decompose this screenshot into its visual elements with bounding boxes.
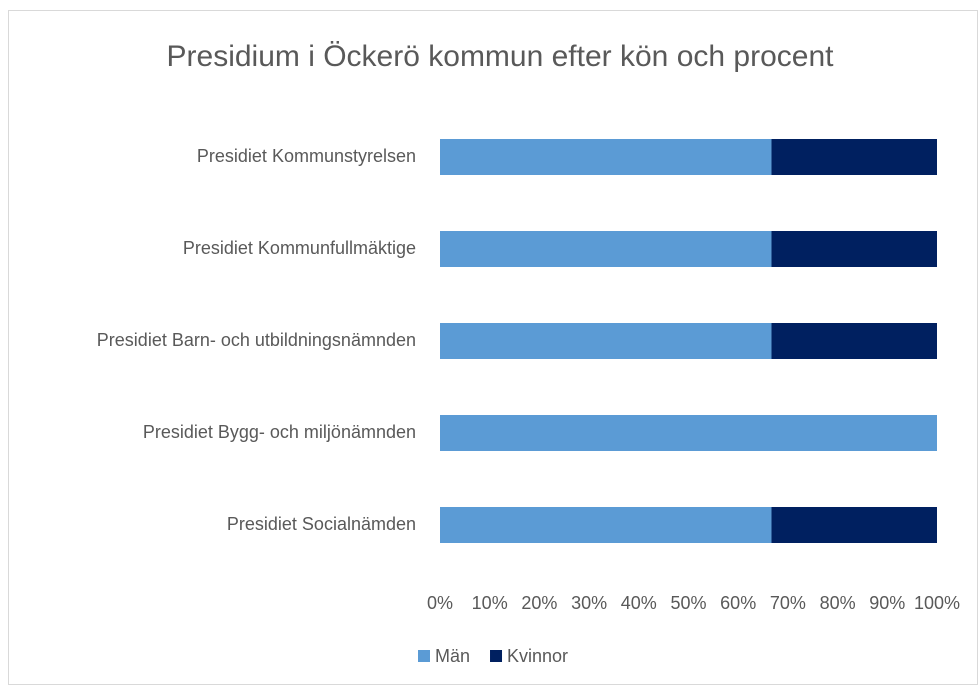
- x-tick-label: 50%: [670, 593, 706, 613]
- x-tick-label: 20%: [521, 593, 557, 613]
- y-tick-label: Presidiet Barn- och utbildningsnämnden: [97, 330, 416, 350]
- x-tick-label: 40%: [621, 593, 657, 613]
- y-tick-label: Presidiet Kommunfullmäktige: [183, 238, 416, 258]
- bar-segment: [440, 507, 772, 543]
- bar-segment: [771, 139, 937, 175]
- x-tick-label: 80%: [820, 593, 856, 613]
- y-tick-label: Presidiet Bygg- och miljönämnden: [143, 422, 416, 442]
- bar-segment: [440, 231, 772, 267]
- x-tick-label: 100%: [914, 593, 960, 613]
- bar-segment: [771, 231, 937, 267]
- x-tick-label: 60%: [720, 593, 756, 613]
- legend-swatch: [490, 650, 503, 662]
- bar-segment: [771, 323, 937, 359]
- bar-segment: [440, 415, 937, 451]
- x-tick-label: 90%: [869, 593, 905, 613]
- x-tick-label: 10%: [472, 593, 508, 613]
- bar-segment: [440, 323, 772, 359]
- x-tick-label: 70%: [770, 593, 806, 613]
- legend-label: Män: [435, 646, 470, 666]
- y-tick-label: Presidiet Kommunstyrelsen: [197, 146, 416, 166]
- chart-title: Presidium i Öckerö kommun efter kön och …: [167, 40, 835, 73]
- x-tick-label: 0%: [427, 593, 453, 613]
- x-tick-label: 30%: [571, 593, 607, 613]
- bar-segment: [771, 507, 937, 543]
- legend-label: Kvinnor: [507, 646, 568, 666]
- y-tick-label: Presidiet Socialnämden: [227, 514, 416, 534]
- bar-segment: [440, 139, 772, 175]
- legend-swatch: [418, 650, 430, 662]
